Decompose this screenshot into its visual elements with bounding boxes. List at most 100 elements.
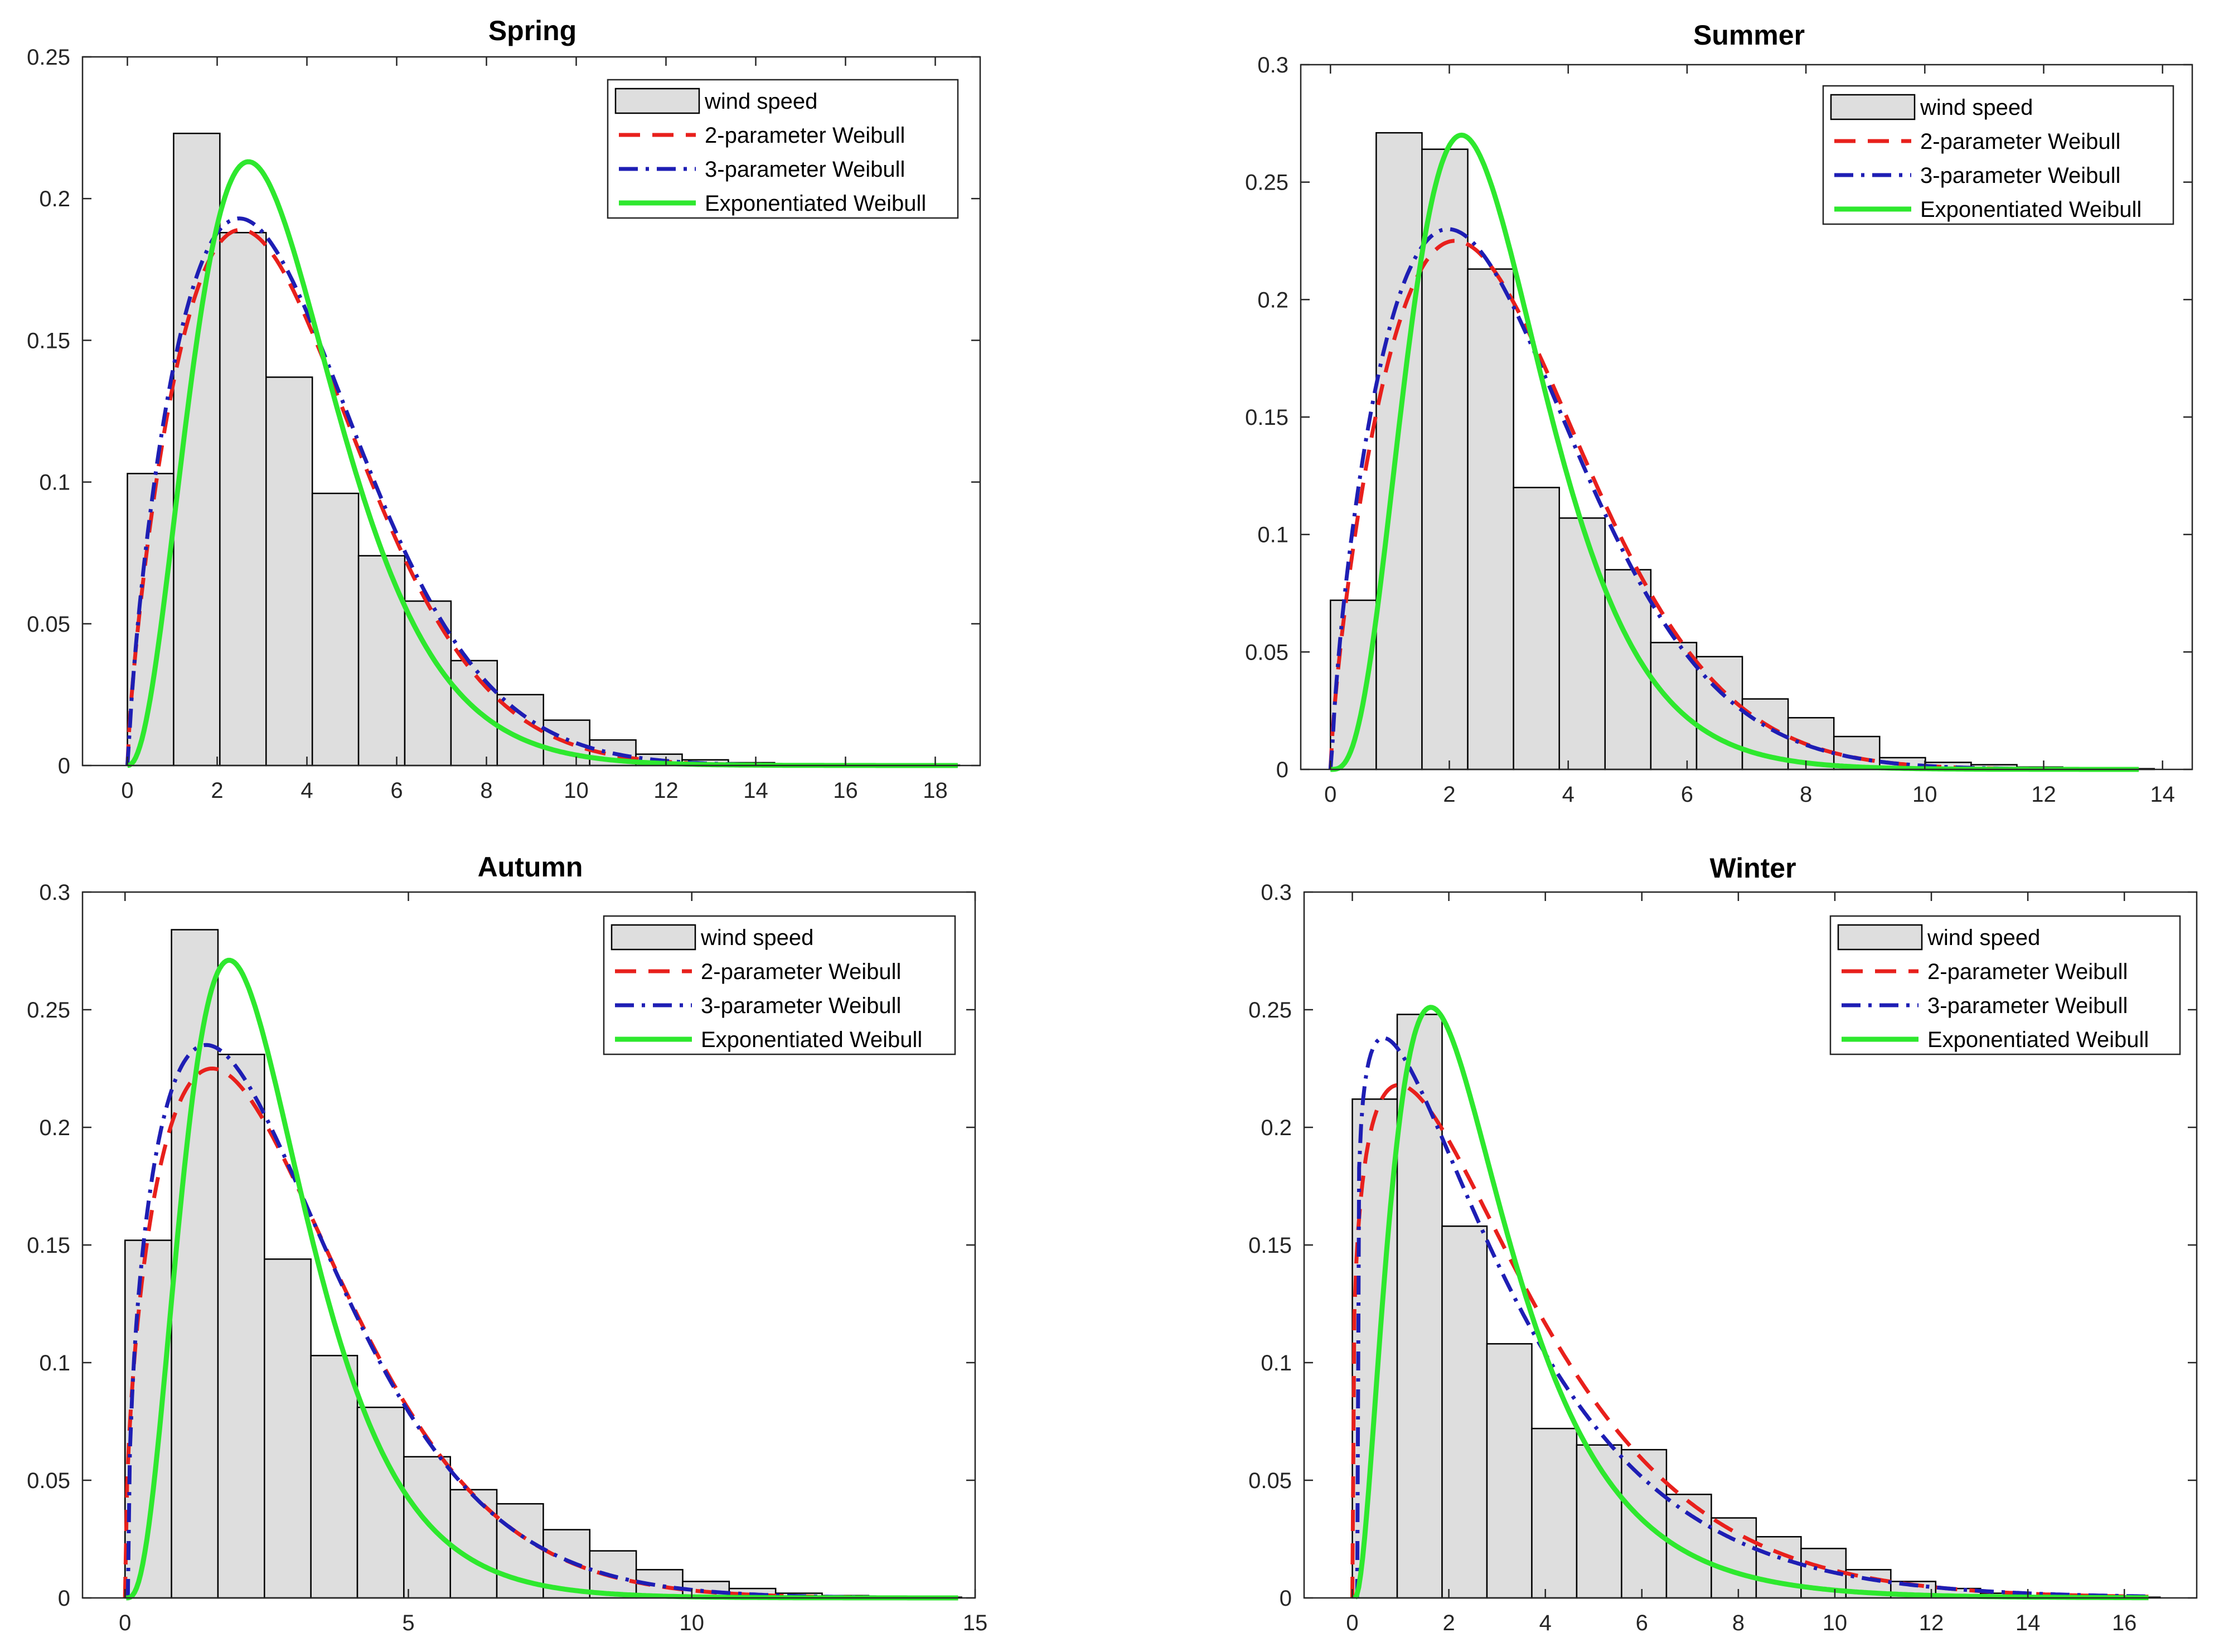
y-tick-label: 0.05 (27, 1469, 70, 1493)
x-tick-label: 0 (1346, 1611, 1358, 1635)
histogram-bar (1467, 268, 1514, 771)
x-tick-label: 14 (743, 778, 768, 803)
histogram-bar (1375, 132, 1423, 771)
legend: wind speed 2-parameter Weibull 3-parameter… (607, 79, 959, 219)
y-tick-label: 0.1 (1261, 1351, 1292, 1375)
legend-label: 2-parameter Weibull (701, 960, 901, 984)
x-tick-label: 12 (2031, 782, 2056, 807)
histogram-bar (310, 1355, 358, 1599)
y-tick-label: 0 (58, 754, 70, 778)
legend-swatch-histogram (1830, 94, 1916, 120)
x-tick-label: 8 (1800, 782, 1812, 807)
histogram-bar (1396, 1014, 1443, 1599)
x-tick-label: 12 (653, 778, 679, 803)
x-tick-label: 6 (1681, 782, 1693, 807)
x-tick-label: 2 (211, 778, 223, 803)
histogram-bar (1513, 487, 1560, 771)
legend-label: wind speed (700, 926, 813, 950)
x-tick-label: 18 (923, 778, 948, 803)
histogram-bar (265, 376, 313, 767)
legend-label: wind speed (1927, 926, 2040, 950)
histogram-bar (1531, 1427, 1578, 1599)
y-tick-label: 0.15 (1248, 1233, 1292, 1258)
subplot-title: Spring (488, 15, 576, 46)
x-tick-label: 10 (1823, 1611, 1848, 1635)
legend-label: 3-parameter Weibull (701, 994, 901, 1018)
y-tick-label: 0.05 (1245, 640, 1288, 665)
subplot-autumn: Autumn 0 5 10 15 0 0.05 0.1 0.15 0.2 0.25 0.3 wind… (27, 851, 987, 1635)
x-tick-label: 0 (1324, 782, 1336, 807)
x-tick-label: 8 (1732, 1611, 1745, 1635)
histogram-bar (1755, 1536, 1802, 1599)
x-tick-label: 6 (390, 778, 403, 803)
y-tick-label: 0.2 (39, 1116, 70, 1140)
histogram-bar (1421, 148, 1469, 771)
legend-label: Exponentiated Weibull (705, 191, 926, 216)
histogram-bar (217, 1053, 265, 1599)
subplot-winter: Winter 0 2 4 6 8 10 12 14 16 0 0.05 0.1 0.15 0.2 0.25 0… (1248, 852, 2198, 1635)
subplot-title: Winter (1709, 852, 1796, 884)
series-line-w3 (1355, 1036, 2149, 1598)
x-tick-label: 0 (119, 1611, 131, 1635)
histogram-bar (450, 660, 498, 767)
y-tick-label: 0.2 (1257, 288, 1288, 312)
histogram-bar (1787, 717, 1835, 771)
x-tick-label: 4 (1539, 1611, 1552, 1635)
x-tick-label: 12 (1919, 1611, 1944, 1635)
subplot-title: Autumn (478, 851, 583, 883)
histogram-bar (356, 1406, 405, 1599)
legend-label: wind speed (704, 89, 817, 114)
x-tick-label: 10 (1912, 782, 1937, 807)
axes-box (81, 56, 981, 767)
legend-label: wind speed (1920, 95, 2033, 120)
x-tick-label: 2 (1442, 1611, 1455, 1635)
y-tick-label: 0.3 (39, 880, 70, 905)
subplot-title: Summer (1693, 20, 1805, 51)
y-tick-label: 0.05 (1248, 1469, 1292, 1493)
y-tick-label: 0.2 (39, 187, 70, 211)
legend-label: 2-parameter Weibull (1927, 960, 2128, 984)
y-tick-label: 0.15 (1245, 405, 1288, 430)
histogram-bar (449, 1489, 498, 1599)
legend-swatch-histogram (611, 924, 696, 951)
y-tick-label: 0.15 (27, 1233, 70, 1258)
y-tick-label: 0.25 (27, 998, 70, 1023)
y-tick-label: 0.25 (1248, 998, 1292, 1023)
x-tick-label: 10 (679, 1611, 704, 1635)
x-tick-label: 16 (833, 778, 858, 803)
histogram-bar (1650, 642, 1698, 771)
x-tick-label: 2 (1443, 782, 1455, 807)
histogram-bar (219, 231, 267, 767)
y-tick-label: 0 (1280, 1586, 1292, 1611)
histogram-bar (1441, 1225, 1488, 1599)
y-tick-label: 0.1 (39, 1351, 70, 1375)
histogram-bar (403, 1456, 451, 1599)
legend: wind speed 2-parameter Weibull 3-parameter… (1829, 915, 2181, 1055)
x-tick-label: 4 (1562, 782, 1574, 807)
legend-label: Exponentiated Weibull (1920, 197, 2142, 222)
series-line-ew (1353, 1005, 2149, 1601)
histogram-bar (1558, 517, 1606, 771)
y-tick-label: 0 (58, 1586, 70, 1611)
legend-label: 3-parameter Weibull (1927, 994, 2128, 1018)
series-line-w3 (125, 1043, 958, 1600)
y-tick-label: 0.25 (1245, 171, 1288, 195)
legend-label: 3-parameter Weibull (705, 157, 905, 182)
legend-swatch-histogram (614, 88, 700, 114)
x-tick-label: 5 (402, 1611, 414, 1635)
x-tick-label: 8 (480, 778, 492, 803)
legend: wind speed 2-parameter Weibull 3-parameter… (603, 915, 956, 1055)
legend-label: Exponentiated Weibull (1927, 1028, 2149, 1052)
legend: wind speed 2-parameter Weibull 3-parameter… (1822, 85, 2174, 225)
y-tick-label: 0 (1276, 758, 1288, 782)
legend-label: Exponentiated Weibull (701, 1028, 922, 1052)
histogram-bar (1711, 1517, 1757, 1599)
y-tick-label: 0.3 (1257, 53, 1288, 77)
histogram-bar (1695, 656, 1743, 771)
x-tick-label: 16 (2112, 1611, 2137, 1635)
histogram-bar (1621, 1448, 1668, 1599)
x-tick-label: 14 (2150, 782, 2175, 807)
subplot-spring: Spring 0 2 4 6 8 10 12 14 16 18 0 0.05 0.1 0.15 0.2 0.2… (27, 15, 981, 803)
x-tick-label: 10 (564, 778, 589, 803)
legend-label: 2-parameter Weibull (1920, 129, 2120, 154)
